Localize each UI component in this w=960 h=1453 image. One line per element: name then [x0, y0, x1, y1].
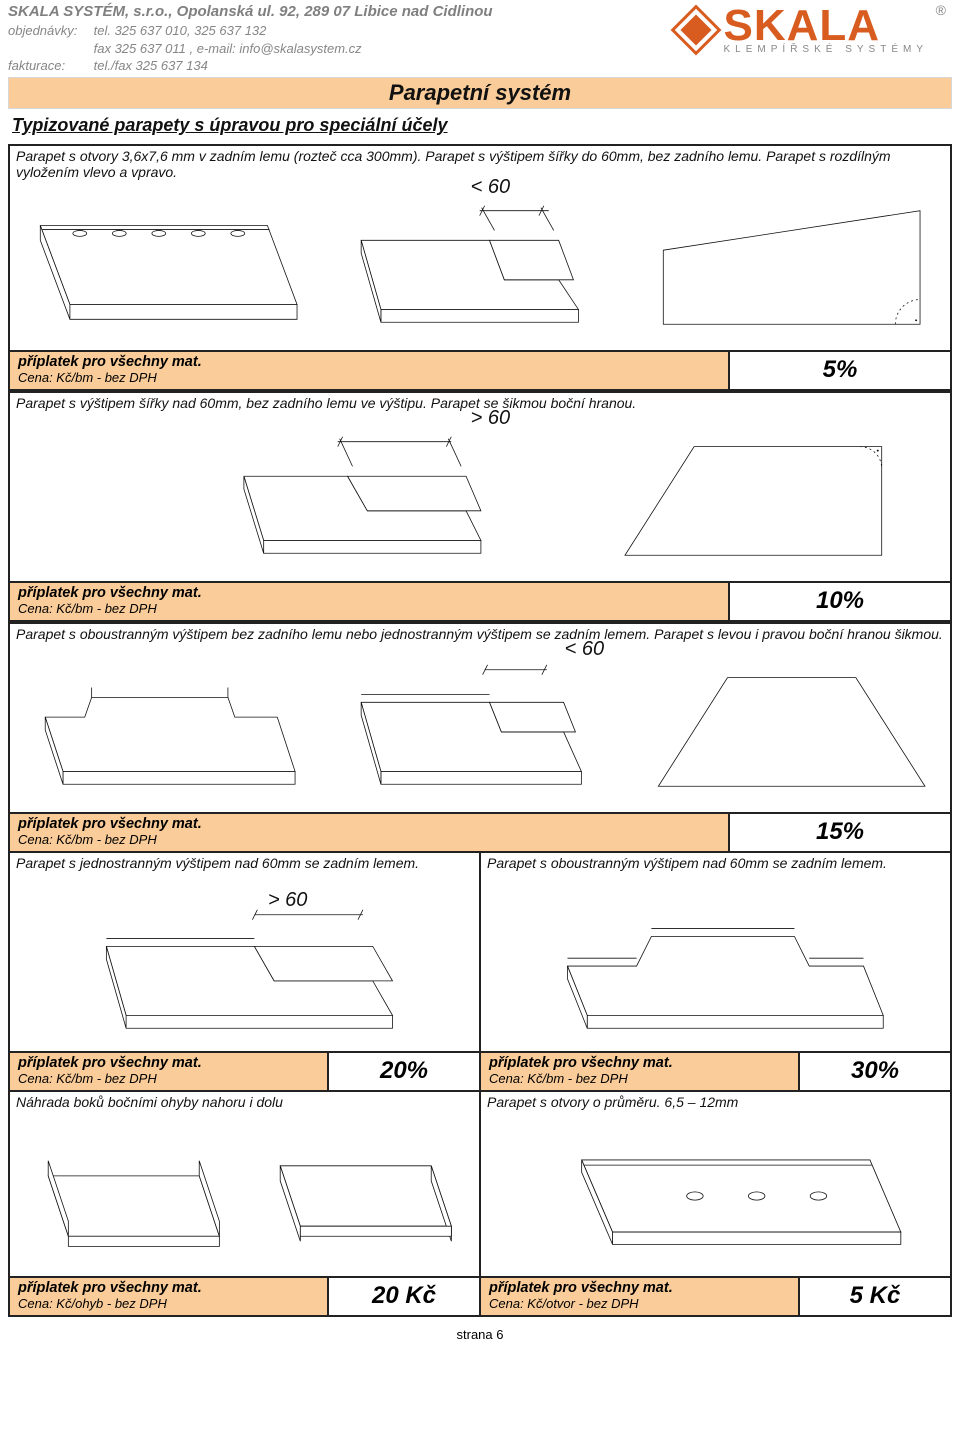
- section5: Náhrada boků bočními ohyby nahoru i dolu: [10, 1090, 950, 1315]
- section2-diagrams: > 60: [10, 411, 950, 581]
- section1-diagrams: < 60: [10, 180, 950, 350]
- section2-price-value: 10%: [730, 583, 950, 620]
- diagram-parapet-notch-large: [179, 417, 556, 575]
- section4-left: Parapet s jednostranným výštipem nad 60m…: [10, 853, 479, 1090]
- diagram-parapet-slots: [18, 186, 319, 344]
- section1-description: Parapet s otvory 3,6x7,6 mm v zadním lem…: [10, 146, 950, 180]
- section3-description: Parapet s oboustranným výštipem bez zadn…: [10, 624, 950, 642]
- diagram-parapet-asymmetric: [641, 186, 942, 344]
- logo-subtitle: KLEMPÍŘSKÉ SYSTÉMY: [724, 44, 932, 55]
- diagram-double-notch-large-hem: [489, 897, 942, 1045]
- diagram-parapet-double-notch: [18, 648, 319, 806]
- section2-price-row: příplatek pro všechny mat. Cena: Kč/bm -…: [10, 581, 950, 620]
- section4-left-diagram: > 60: [10, 891, 479, 1051]
- section4-right-description: Parapet s oboustranným výštipem nad 60mm…: [481, 853, 950, 891]
- document-header: SKALA SYSTÉM, s.r.o., Opolanská ul. 92, …: [8, 0, 952, 75]
- content-frame: Parapet s otvory 3,6x7,6 mm v zadním lem…: [8, 144, 952, 1317]
- section5-right-diagram: [481, 1116, 950, 1276]
- diagram-side-bend-up: [18, 1122, 240, 1270]
- section2-price-label: příplatek pro všechny mat. Cena: Kč/bm -…: [10, 583, 730, 620]
- section4-left-price-value: 20%: [329, 1053, 479, 1090]
- section4: Parapet s jednostranným výštipem nad 60m…: [10, 851, 950, 1090]
- section3-diagrams: < 60: [10, 642, 950, 812]
- section4-right: Parapet s oboustranným výštipem nad 60mm…: [479, 853, 950, 1090]
- diagram-side-bend-down: [250, 1122, 472, 1270]
- section3-price-label: příplatek pro všechny mat. Cena: Kč/bm -…: [10, 814, 730, 851]
- diagram-parapet-holes: [489, 1122, 942, 1270]
- company-address: , Opolanská ul. 92, 289 07 Libice nad Ci…: [168, 3, 492, 20]
- diagram-parapet-both-slanted: [641, 648, 942, 806]
- section5-left-price-label: příplatek pro všechny mat. Cena: Kč/ohyb…: [10, 1278, 329, 1315]
- section5-left-price-value: 20 Kč: [329, 1278, 479, 1315]
- section5-left-diagram: [10, 1116, 479, 1276]
- section3-dimension: < 60: [565, 638, 604, 661]
- diagram-parapet-single-notch-hem: [329, 648, 630, 806]
- section3-price-row: příplatek pro všechny mat. Cena: Kč/bm -…: [10, 812, 950, 851]
- section4-right-price-row: příplatek pro všechny mat. Cena: Kč/bm -…: [481, 1051, 950, 1090]
- header-contact-block: SKALA SYSTÉM, s.r.o., Opolanská ul. 92, …: [8, 0, 493, 75]
- orders-tel: tel. 325 637 010, 325 637 132: [94, 23, 267, 38]
- section5-left-price-row: příplatek pro všechny mat. Cena: Kč/ohyb…: [10, 1276, 479, 1315]
- section1-dimension: < 60: [471, 176, 510, 199]
- section4-left-price-row: příplatek pro všechny mat. Cena: Kč/bm -…: [10, 1051, 479, 1090]
- section2-dimension: > 60: [471, 407, 510, 430]
- section5-right: Parapet s otvory o průměru. 6,5 – 12mm: [479, 1092, 950, 1315]
- section5-left-description: Náhrada boků bočními ohyby nahoru i dolu: [10, 1092, 479, 1116]
- section4-right-diagram: [481, 891, 950, 1051]
- billing-tel: tel./fax 325 637 134: [94, 58, 208, 73]
- section1-price-label: příplatek pro všechny mat. Cena: Kč/bm -…: [10, 352, 730, 389]
- section4-left-price-label: příplatek pro všechny mat. Cena: Kč/bm -…: [10, 1053, 329, 1090]
- registered-mark: ®: [936, 2, 946, 18]
- section4-right-price-value: 30%: [800, 1053, 950, 1090]
- page-title-bar: Parapetní systém: [8, 77, 952, 109]
- section5-right-description: Parapet s otvory o průměru. 6,5 – 12mm: [481, 1092, 950, 1116]
- section5-right-price-row: příplatek pro všechny mat. Cena: Kč/otvo…: [481, 1276, 950, 1315]
- section5-left: Náhrada boků bočními ohyby nahoru i dolu: [10, 1092, 479, 1315]
- diagram-single-notch-large-hem: [18, 897, 471, 1045]
- section1-price-value: 5%: [730, 352, 950, 389]
- section1-price-row: příplatek pro všechny mat. Cena: Kč/bm -…: [10, 350, 950, 389]
- section5-right-price-value: 5 Kč: [800, 1278, 950, 1315]
- section3-price-value: 15%: [730, 814, 950, 851]
- section4-right-price-label: příplatek pro všechny mat. Cena: Kč/bm -…: [481, 1053, 800, 1090]
- section4-left-dimension: > 60: [268, 889, 307, 912]
- section5-right-price-label: příplatek pro všechny mat. Cena: Kč/otvo…: [481, 1278, 800, 1315]
- page-footer: strana 6: [8, 1317, 952, 1362]
- billing-label: fakturace:: [8, 57, 90, 75]
- diagram-parapet-slanted-side: [565, 417, 942, 575]
- orders-label: objednávky:: [8, 22, 90, 40]
- diagram-parapet-notch-small: [329, 186, 630, 344]
- logo-text: SKALA: [724, 6, 932, 46]
- section4-left-description: Parapet s jednostranným výštipem nad 60m…: [10, 853, 479, 891]
- logo-diamond-icon: [670, 5, 721, 56]
- page-subtitle: Typizované parapety s úpravou pro speciá…: [8, 109, 952, 142]
- company-name: SKALA SYSTÉM, s.r.o.: [8, 3, 168, 20]
- orders-fax-email: fax 325 637 011 , e-mail: info@skalasyst…: [94, 41, 362, 56]
- brand-logo: ® SKALA KLEMPÍŘSKÉ SYSTÉMY: [678, 0, 952, 55]
